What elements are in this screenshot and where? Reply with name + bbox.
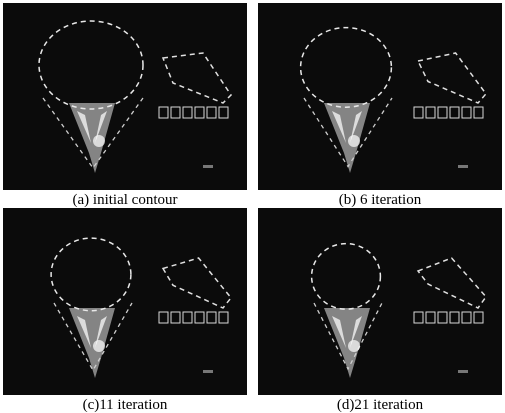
image [258,208,502,395]
bright-spot [348,135,360,147]
figure: (a) initial contour (b) 6 iteration (c)11 … [0,0,505,413]
caption: (a) initial contour [73,192,178,208]
image [3,208,247,395]
caption: (b) 6 iteration [339,192,422,208]
small-mark [458,370,468,373]
panel [258,3,502,190]
image [258,3,502,190]
panel [3,3,247,190]
caption: (c)11 iteration [83,397,168,413]
caption: (d)21 iteration [337,397,424,413]
bright-spot [348,340,360,352]
small-mark [203,370,213,373]
panel [3,208,247,395]
small-mark [203,165,213,168]
bright-spot [93,340,105,352]
panel [258,208,502,395]
bright-spot [93,135,105,147]
small-mark [458,165,468,168]
